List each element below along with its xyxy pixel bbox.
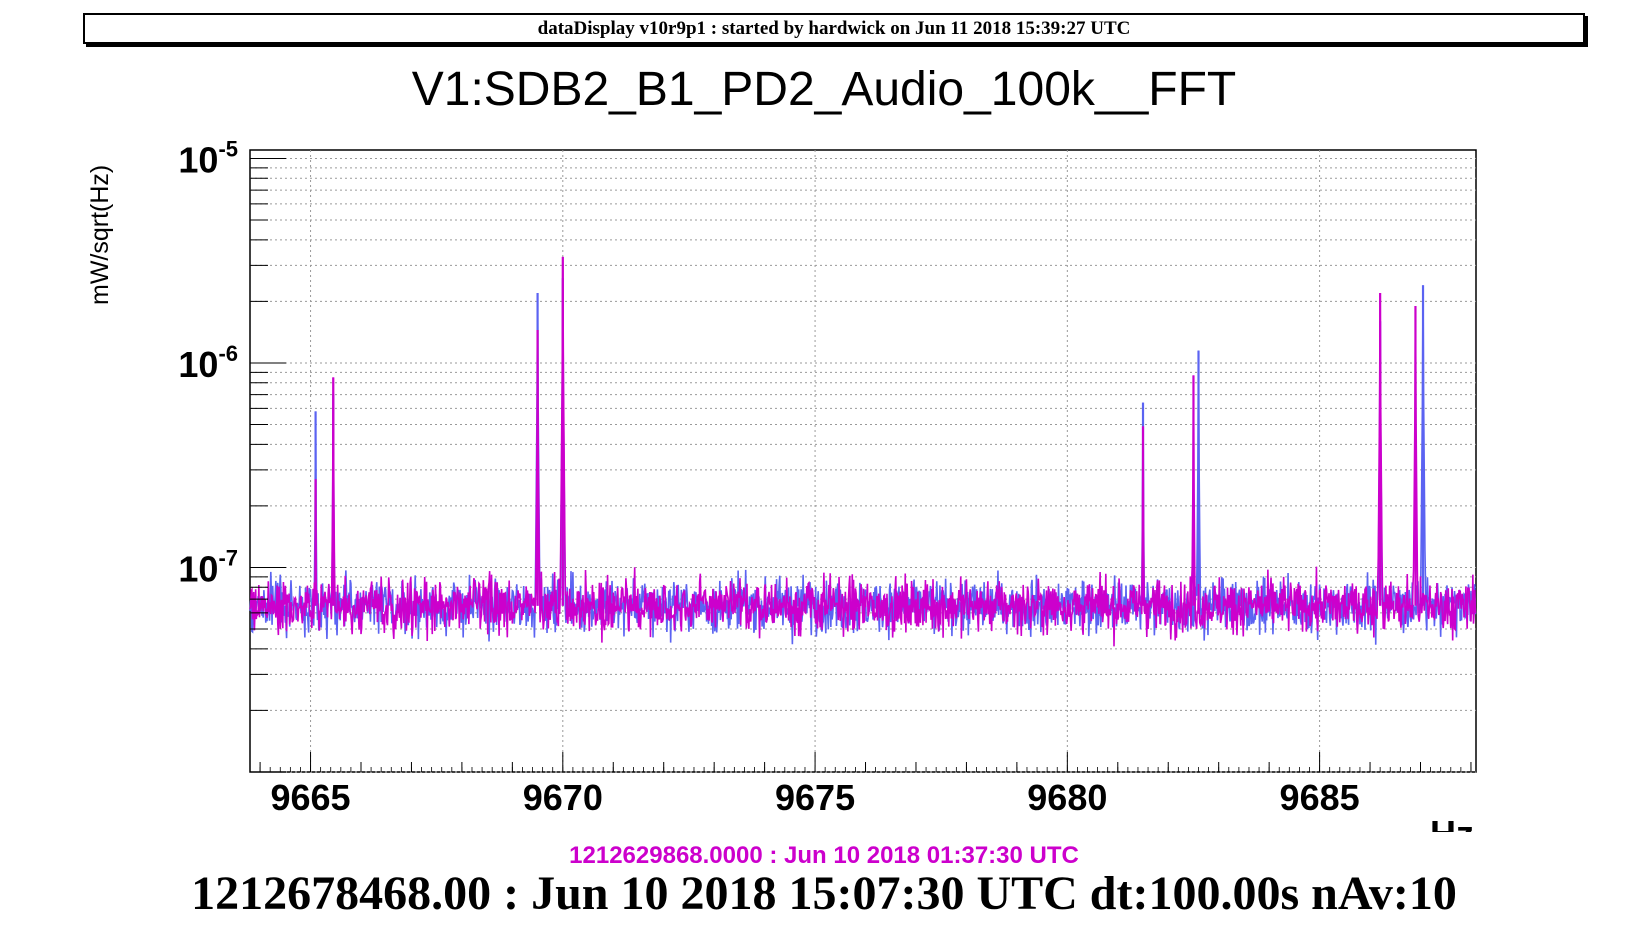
y-tick-label: 10-5 — [178, 136, 238, 180]
series-layer — [249, 256, 1477, 647]
plot-frame — [249, 149, 1477, 773]
x-tick-label: 9670 — [523, 777, 603, 818]
x-tick-label: 9685 — [1280, 777, 1360, 818]
x-axis-label-text: Hz — [1430, 813, 1474, 840]
y-tick-label: 10-7 — [178, 545, 238, 589]
fft-chart: 9665 9670 9675 9680 9685 10-7 10-6 10-5 mW/sqrt… — [86, 136, 1477, 840]
x-tick-label: 9680 — [1027, 777, 1107, 818]
main-time-label: 1212678468.00 : Jun 10 2018 15:07:30 UTC… — [191, 867, 1457, 920]
x-tick-label: 9665 — [270, 777, 350, 818]
grid-layer — [250, 150, 1476, 773]
x-axis-label: Hz — [1430, 813, 1474, 840]
chart-title: V1:SDB2_B1_PD2_Audio_100k__FFT — [411, 63, 1237, 116]
header-text: dataDisplay v10r9p1 : started by hardwic… — [537, 17, 1131, 39]
axis-layer: 9665 9670 9675 9680 9685 10-7 10-6 10-5 — [178, 136, 1472, 818]
reference-time-label: 1212629868.0000 : Jun 10 2018 01:37:30 U… — [569, 842, 1079, 869]
series-line — [249, 256, 1477, 647]
y-axis-label: mW/sqrt(Hz) — [86, 165, 114, 305]
x-tick-label: 9675 — [775, 777, 855, 818]
y-tick-label: 10-6 — [178, 341, 238, 385]
header-banner: dataDisplay v10r9p1 : started by hardwic… — [83, 13, 1585, 44]
